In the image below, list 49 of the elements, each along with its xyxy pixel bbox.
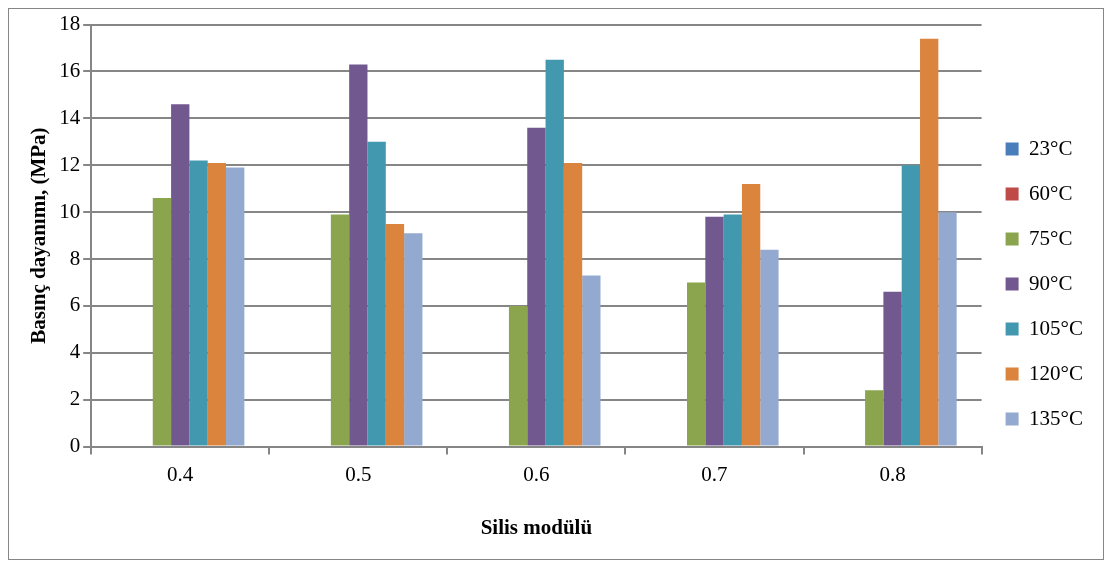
- legend-label: 60°C: [1029, 180, 1073, 205]
- x-axis-title: Silis modülü: [480, 514, 593, 539]
- legend-label: 23°C: [1029, 135, 1073, 160]
- y-axis-title: Basınç dayanımı, (MPa): [26, 127, 51, 344]
- bar: [938, 212, 957, 446]
- legend-label: 105°C: [1029, 315, 1083, 340]
- x-tick-label: 0.6: [523, 461, 550, 486]
- bar: [189, 160, 208, 446]
- y-tick-label: 2: [69, 386, 81, 411]
- bar: [545, 59, 564, 446]
- bar: [207, 162, 227, 446]
- bar: [901, 165, 921, 446]
- y-tick-label: 14: [59, 104, 81, 129]
- bar: [582, 275, 601, 446]
- bar: [527, 127, 546, 446]
- y-tick-label: 16: [59, 58, 81, 82]
- bar: [404, 233, 423, 446]
- bar: [349, 64, 368, 446]
- y-tick-label: 12: [59, 151, 81, 176]
- legend-label: 135°C: [1029, 405, 1083, 430]
- bar: [367, 141, 386, 446]
- bar: [705, 216, 724, 446]
- y-tick-label: 6: [69, 292, 81, 317]
- bar: [152, 198, 172, 446]
- x-tick-label: 0.4: [167, 461, 194, 486]
- y-tick-label: 8: [69, 245, 81, 270]
- legend-label: 75°C: [1029, 225, 1073, 250]
- bar: [508, 305, 528, 446]
- bar: [563, 162, 583, 446]
- bar: [723, 214, 742, 446]
- bar: [865, 390, 884, 446]
- x-tick-label: 0.8: [879, 461, 906, 486]
- bar: [760, 249, 779, 446]
- y-tick-label: 0: [69, 433, 81, 458]
- bar: [330, 214, 350, 446]
- y-tick-label: 10: [59, 198, 81, 223]
- x-tick-label: 0.5: [345, 461, 372, 486]
- bar: [687, 282, 706, 446]
- bar: [920, 38, 939, 446]
- bar: [226, 167, 245, 446]
- bar: [883, 291, 902, 446]
- y-tick-label: 18: [59, 11, 81, 36]
- bar: [385, 223, 405, 446]
- x-tick-label: 0.7: [701, 461, 728, 486]
- y-tick-label: 4: [69, 339, 81, 364]
- bar: [171, 104, 190, 446]
- legend-label: 120°C: [1029, 360, 1083, 385]
- legend-label: 90°C: [1029, 270, 1073, 295]
- bar: [741, 184, 761, 446]
